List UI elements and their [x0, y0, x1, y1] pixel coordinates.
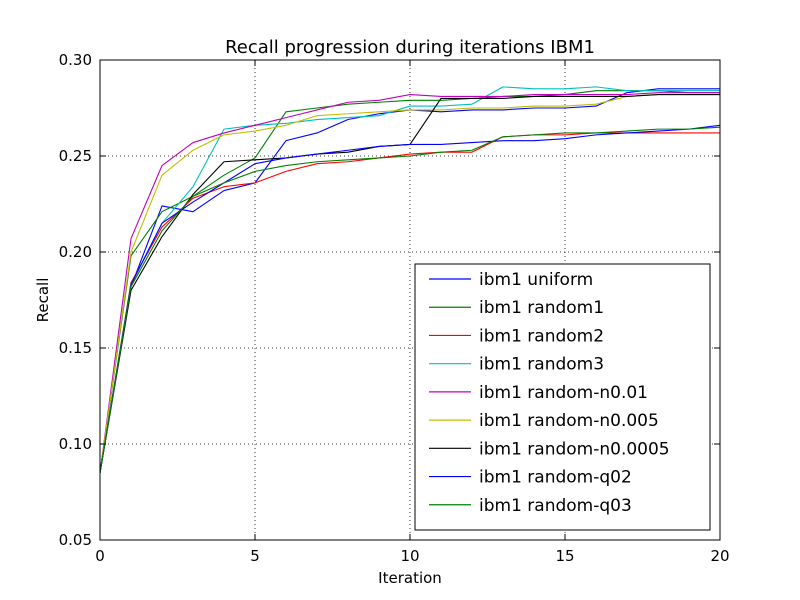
y-tick-label: 0.25 — [59, 147, 92, 165]
series-lines — [99, 86, 721, 473]
legend-entry-label: ibm1 random-n0.01 — [479, 383, 648, 403]
legend-box — [414, 263, 711, 531]
axis-ticks: 0 5 10 15 20 0.05 0.10 0.15 0.20 0.25 0.30 — [59, 51, 730, 565]
legend-entry-label: ibm1 random-q02 — [479, 468, 632, 488]
legend-entry-label: ibm1 uniform — [479, 270, 593, 290]
series-line-3 — [99, 86, 720, 473]
y-axis-label: Recall — [34, 278, 52, 323]
series-line-4 — [99, 92, 720, 473]
legend-entry-label: ibm1 random3 — [479, 355, 604, 375]
y-tick-label: 0.10 — [59, 435, 92, 453]
x-tick-label: 0 — [95, 547, 105, 565]
series-line-1 — [99, 90, 720, 473]
legend: ibm1 uniform ibm1 random1 ibm1 random2 ibm1… — [414, 263, 711, 531]
legend-entry-label: ibm1 random1 — [479, 298, 604, 318]
series-line-5 — [99, 94, 720, 473]
legend-entry-label: ibm1 random-n0.005 — [479, 411, 659, 431]
y-tick-label: 0.20 — [59, 243, 92, 261]
legend-entry-label: ibm1 random-q03 — [479, 496, 632, 516]
y-tick-label: 0.05 — [59, 531, 92, 549]
x-axis-label: Iteration — [378, 569, 442, 587]
y-tick-label: 0.15 — [59, 339, 92, 357]
y-tick-label: 0.30 — [59, 51, 92, 69]
series-line-8 — [99, 126, 721, 473]
series-line-7 — [99, 124, 721, 473]
x-tick-label: 10 — [400, 547, 419, 565]
legend-entry-label: ibm1 random-n0.0005 — [479, 439, 670, 459]
chart-title: Recall progression during iterations IBM… — [225, 37, 595, 58]
x-tick-label: 20 — [710, 547, 729, 565]
x-tick-label: 5 — [250, 547, 260, 565]
x-tick-label: 15 — [555, 547, 574, 565]
legend-entry-label: ibm1 random2 — [479, 326, 604, 346]
series-line-2 — [99, 132, 720, 473]
